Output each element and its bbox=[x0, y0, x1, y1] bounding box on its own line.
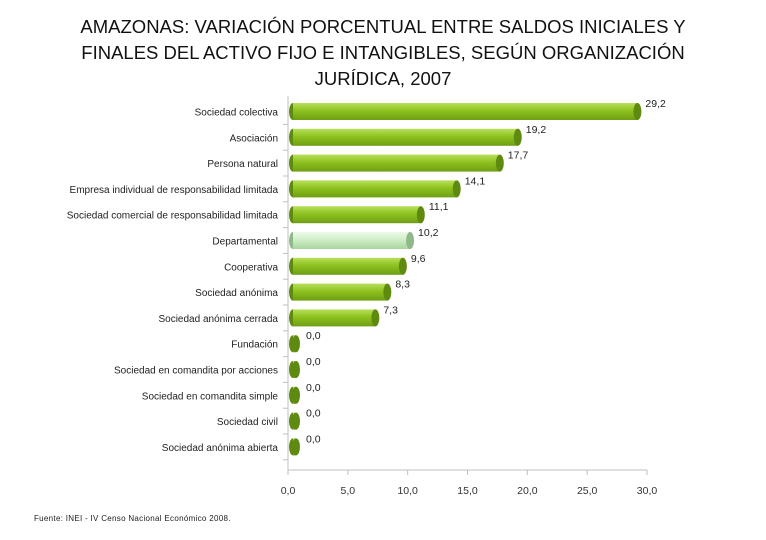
bar-body bbox=[293, 180, 457, 198]
data-label: 14,1 bbox=[465, 175, 486, 187]
data-label: 17,7 bbox=[508, 150, 529, 162]
bar-body bbox=[293, 309, 376, 327]
chart-bars bbox=[289, 103, 642, 456]
bar bbox=[289, 335, 300, 353]
bar-body bbox=[293, 154, 500, 172]
bar-right-cap bbox=[406, 232, 415, 249]
bar-right-cap bbox=[371, 309, 380, 327]
x-tick-label: 5,0 bbox=[341, 485, 356, 497]
title-line-1: AMAZONAS: VARIACIÓN PORCENTUAL ENTRE SAL… bbox=[80, 16, 686, 37]
data-label: 29,2 bbox=[645, 98, 666, 110]
bar-right-cap bbox=[383, 283, 392, 301]
category-label: Sociedad anónima bbox=[195, 288, 278, 299]
data-label: 0,0 bbox=[306, 382, 321, 394]
bar-right-cap bbox=[513, 128, 522, 146]
data-label: 8,3 bbox=[395, 279, 410, 291]
bar bbox=[289, 103, 642, 120]
data-label: 0,0 bbox=[306, 433, 321, 445]
bar bbox=[289, 154, 504, 172]
x-tick-label: 20,0 bbox=[517, 485, 538, 497]
bar bbox=[289, 283, 392, 301]
category-label: Cooperativa bbox=[224, 262, 278, 273]
bar-right-cap bbox=[398, 257, 407, 275]
category-label: Sociedad anónima abierta bbox=[162, 443, 279, 454]
bar-right-cap bbox=[452, 180, 461, 198]
bar bbox=[289, 412, 300, 430]
data-label: 0,0 bbox=[306, 330, 321, 342]
bar-right-cap bbox=[292, 386, 300, 404]
x-tick-label: 30,0 bbox=[637, 485, 658, 497]
bar bbox=[289, 128, 522, 146]
bar bbox=[289, 386, 300, 404]
data-label: 10,2 bbox=[418, 227, 439, 239]
title-line-2: FINALES DEL ACTIVO FIJO E INTANGIBLES, S… bbox=[81, 42, 685, 63]
bar-right-cap bbox=[495, 154, 504, 172]
source-note: Fuente: INEI - IV Censo Nacional Económi… bbox=[34, 514, 231, 523]
category-label: Persona natural bbox=[207, 159, 278, 170]
category-label: Sociedad civil bbox=[217, 417, 278, 428]
data-label: 11,1 bbox=[429, 201, 449, 213]
category-label: Sociedad comercial de responsabilidad li… bbox=[67, 211, 279, 222]
bar-body bbox=[293, 128, 518, 146]
bar-right-cap bbox=[292, 335, 300, 353]
data-label: 0,0 bbox=[306, 356, 321, 368]
data-label: 0,0 bbox=[306, 408, 321, 420]
x-tick-label: 25,0 bbox=[577, 485, 598, 497]
bar bbox=[289, 361, 300, 378]
category-label: Sociedad colectiva bbox=[195, 108, 279, 119]
bar-body bbox=[293, 232, 411, 249]
title-line-3: JURÍDICA, 2007 bbox=[314, 68, 452, 89]
chart-axes: 0,0 5,0 10,0 15,0 20,0 25,0 30,0 bbox=[281, 96, 658, 497]
data-label: 7,3 bbox=[383, 304, 398, 316]
bar-right-cap bbox=[292, 361, 300, 378]
bar-right-cap bbox=[292, 412, 300, 430]
category-label: Sociedad anónima cerrada bbox=[158, 314, 278, 325]
bar-body bbox=[293, 206, 421, 224]
category-label: Asociación bbox=[230, 133, 278, 144]
bar bbox=[289, 232, 415, 249]
chart-labels: Sociedad colectiva Asociación Persona natu… bbox=[67, 98, 666, 454]
bar bbox=[289, 257, 407, 275]
data-label: 9,6 bbox=[411, 253, 426, 265]
bar bbox=[289, 206, 425, 224]
category-label: Sociedad en comandita simple bbox=[142, 391, 279, 402]
bar-right-cap bbox=[292, 438, 300, 456]
category-label: Fundación bbox=[231, 340, 278, 351]
bar-body bbox=[293, 257, 403, 275]
bar-right-cap bbox=[416, 206, 425, 224]
bar bbox=[289, 180, 461, 198]
bar-right-cap bbox=[633, 103, 642, 120]
bar bbox=[289, 309, 380, 327]
bar-body bbox=[293, 103, 638, 120]
bar bbox=[289, 438, 300, 456]
chart-title: AMAZONAS: VARIACIÓN PORCENTUAL ENTRE SAL… bbox=[20, 14, 746, 92]
category-label: Empresa individual de responsabilidad li… bbox=[70, 185, 279, 196]
x-tick-label: 15,0 bbox=[457, 485, 478, 497]
bar-body bbox=[293, 283, 388, 301]
data-label: 19,2 bbox=[526, 124, 547, 136]
x-tick-label: 0,0 bbox=[281, 485, 296, 497]
x-tick-label: 10,0 bbox=[397, 485, 418, 497]
category-label: Departamental bbox=[212, 237, 278, 248]
category-label: Sociedad en comandita por acciones bbox=[114, 366, 278, 377]
